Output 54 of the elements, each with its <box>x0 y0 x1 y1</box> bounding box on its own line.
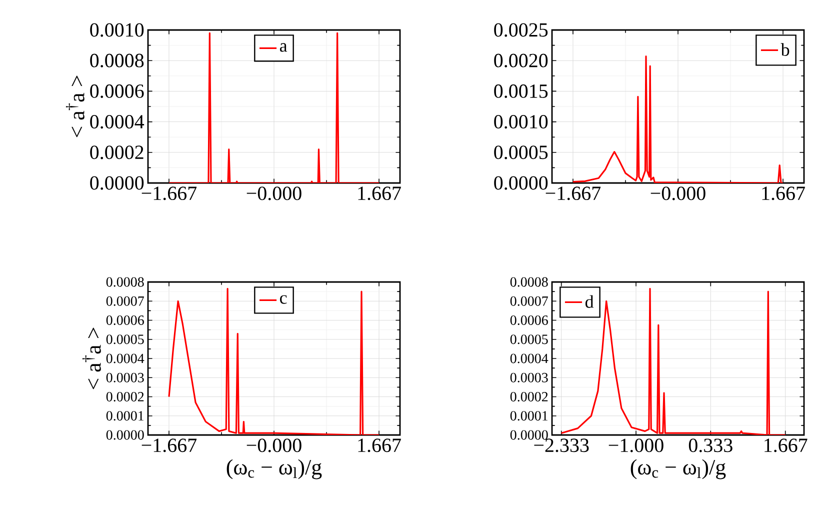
x-axis-title: (ω$_{c}$ − ω$_{l}$)/g <box>630 459 726 480</box>
x-tick-label: −1.667 <box>142 438 197 452</box>
y-tick-label: 0.0005 <box>106 334 144 344</box>
x-tick-label: 1.667 <box>358 186 401 200</box>
y-tick-label: 0.0002 <box>90 146 144 160</box>
y-tick-label: 0.0003 <box>106 372 144 382</box>
y-tick-label: 0.0006 <box>106 315 144 326</box>
y-tick-label: 0.0002 <box>510 392 548 402</box>
x-tick-label: −1.000 <box>608 438 664 452</box>
y-tick-label: 0.0000 <box>90 176 144 190</box>
y-tick-label: 0.0005 <box>494 146 548 160</box>
y-tick-label: 0.0006 <box>510 315 548 326</box>
y-tick-label: 0.0006 <box>90 84 144 98</box>
y-tick-label: 0.0000 <box>510 430 548 440</box>
y-axis-title: < a$^{†}$a > <box>82 328 101 390</box>
x-tick-label: 1.667 <box>358 438 401 452</box>
x-tick-label: 1.667 <box>762 186 805 200</box>
x-tick-label: −0.000 <box>650 186 706 200</box>
x-tick-label: −0.000 <box>246 186 302 200</box>
y-tick-label: 0.0010 <box>494 115 548 129</box>
y-tick-label: 0.0001 <box>106 411 144 421</box>
legend-label: a <box>280 43 288 52</box>
x-tick-label: −1.667 <box>142 186 197 200</box>
legend-label: b <box>780 43 790 56</box>
y-axis-title: < a$^{†}$a > <box>66 76 84 138</box>
y-tick-label: 0.0004 <box>510 354 548 364</box>
line-series <box>168 32 380 183</box>
y-tick-label: 0.0008 <box>106 277 144 287</box>
y-tick-label: 0.0008 <box>90 54 144 68</box>
x-tick-label: 1.667 <box>764 438 808 452</box>
legend-label: c <box>280 295 287 304</box>
y-tick-label: 0.0004 <box>106 354 144 364</box>
y-tick-label: 0.0000 <box>494 176 548 190</box>
x-tick-label: −2.333 <box>534 438 589 452</box>
y-tick-label: 0.0004 <box>90 115 144 129</box>
y-tick-label: 0.0007 <box>106 296 144 306</box>
y-tick-label: 0.0005 <box>510 334 548 344</box>
y-tick-label: 0.0000 <box>106 430 144 440</box>
line-series <box>168 288 380 435</box>
y-tick-label: 0.0008 <box>510 277 548 287</box>
y-tick-label: 0.0002 <box>106 392 144 402</box>
y-tick-label: 0.0007 <box>510 296 548 306</box>
line-series <box>572 56 784 183</box>
x-tick-label: 0.333 <box>688 438 732 452</box>
x-axis-title: (ω$_{c}$ − ω$_{l}$)/g <box>226 459 322 480</box>
x-tick-label: −0.000 <box>246 438 302 452</box>
y-tick-label: 0.0015 <box>494 84 548 98</box>
y-tick-label: 0.0010 <box>90 23 144 37</box>
y-tick-label: 0.0020 <box>494 54 548 68</box>
y-tick-label: 0.0025 <box>494 23 548 37</box>
legend-label: d <box>585 295 594 308</box>
y-tick-label: 0.0001 <box>510 411 548 421</box>
y-tick-label: 0.0003 <box>510 372 548 382</box>
x-tick-label: −1.667 <box>546 186 601 200</box>
